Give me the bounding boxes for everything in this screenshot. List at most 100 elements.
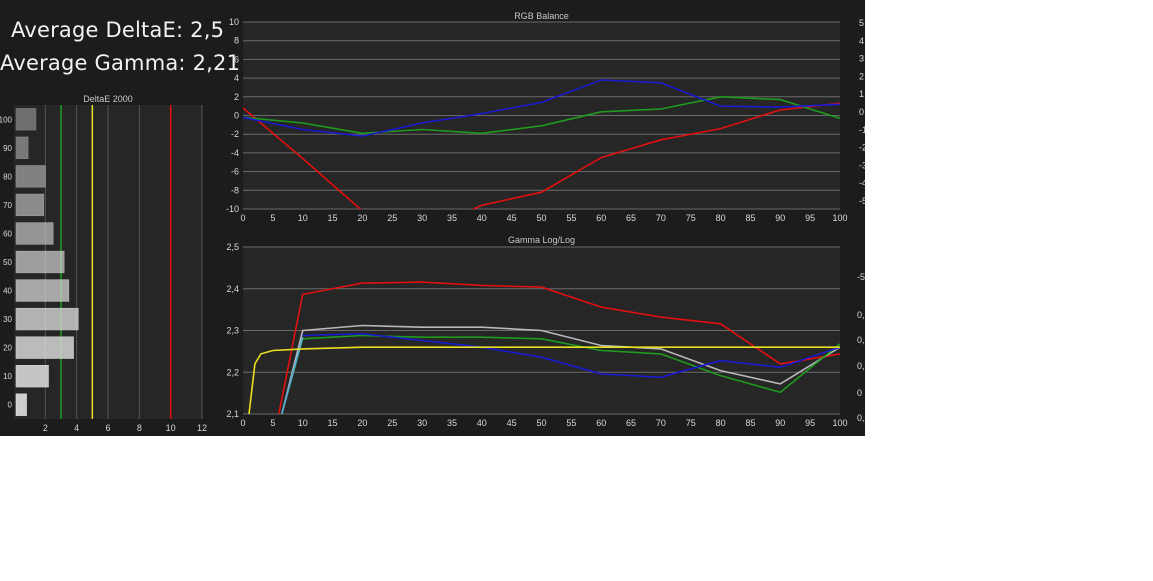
gamma-x-tick-label: 20 [357,418,367,428]
rgb-balance-x-tick-label: 15 [328,213,338,223]
gamma-x-tick-label: 10 [298,418,308,428]
gamma-series-green [281,334,840,414]
deltae-bar [15,365,49,388]
gamma-right-axis-label: -5 [857,272,865,282]
gamma-y-tick-label: 2,5 [226,242,239,252]
deltae-category-label: 20 [3,344,12,353]
deltae-bar [15,193,45,217]
gamma-series-gray [281,324,840,414]
rgb-right-axis-label: 2 [859,71,864,81]
deltae-bar [15,136,29,159]
rgb-right-axis-label: -4 [859,178,865,188]
rgb-balance-y-tick-label: -8 [231,185,239,195]
gamma-right-axis-label: 0 [857,388,862,398]
deltae-category-label: 80 [3,172,12,181]
deltae-x-tick-label: 12 [197,423,207,433]
rgb-balance-y-tick-label: -6 [231,167,239,177]
rgb-right-axis-label: -5 [859,196,865,206]
rgb-balance-x-tick-label: 80 [716,213,726,223]
rgb-balance-x-tick-label: 40 [477,213,487,223]
rgb-balance-x-tick-label: 25 [387,213,397,223]
gamma-x-tick-label: 15 [328,418,338,428]
rgb-right-axis-label: 0 [859,107,864,117]
gamma-x-tick-label: 40 [477,418,487,428]
rgb-balance-x-tick-label: 60 [596,213,606,223]
deltae-bar [15,108,37,131]
deltae-x-tick-label: 10 [166,423,176,433]
deltae-title: DeltaE 2000 [83,94,133,104]
rgb-right-axis-label: -3 [859,160,865,170]
gamma-right-axis-label: 0,2 [857,413,865,423]
deltae-category-label: 0 [8,401,13,410]
rgb-balance-x-tick-label: 10 [298,213,308,223]
rgb-balance-x-tick-label: 90 [775,213,785,223]
gamma-y-tick-label: 2,4 [226,284,239,294]
deltae-category-label: 60 [3,229,12,238]
rgb-balance-x-tick-label: 55 [566,213,576,223]
rgb-balance-title: RGB Balance [514,11,569,21]
gamma-right-axis-label: 0,3 [857,361,865,371]
rgb-balance-x-tick-label: 20 [357,213,367,223]
rgb-balance-x-tick-label: 30 [417,213,427,223]
gamma-x-tick-label: 75 [686,418,696,428]
rgb-balance-y-tick-label: 6 [234,54,239,64]
rgb-balance-y-tick-label: 2 [234,92,239,102]
rgb-balance-x-tick-label: 45 [507,213,517,223]
deltae-x-tick-label: 6 [105,423,110,433]
rgb-balance-x-tick-label: 100 [832,213,847,223]
deltae-x-tick-label: 4 [74,423,79,433]
gamma-x-tick-label: 0 [240,418,245,428]
gamma-x-tick-label: 60 [596,418,606,428]
gamma-x-tick-label: 45 [507,418,517,428]
rgb-balance-y-tick-label: -4 [231,148,239,158]
average-gamma-label: Average Gamma: 2,21 [0,51,241,75]
gamma-x-tick-label: 25 [387,418,397,428]
rgb-balance-y-tick-label: 10 [229,17,239,27]
gamma-x-tick-label: 30 [417,418,427,428]
deltae-x-tick-label: 2 [43,423,48,433]
gamma-y-tick-label: 2,1 [226,409,239,419]
deltae-x-tick-label: 8 [137,423,142,433]
rgb-balance-y-tick-label: 0 [234,111,239,121]
deltae-bar [15,336,74,359]
gamma-x-tick-label: 35 [447,418,457,428]
gamma-x-tick-label: 90 [775,418,785,428]
rgb-balance-x-tick-label: 95 [805,213,815,223]
deltae-category-label: 50 [3,258,12,267]
gamma-y-tick-label: 2,3 [226,326,239,336]
gamma-x-tick-label: 85 [745,418,755,428]
deltae-category-label: 90 [3,144,12,153]
average-deltae-label: Average DeltaE: 2,5 [11,18,225,42]
rgb-balance-x-tick-label: 5 [270,213,275,223]
rgb-balance-x-tick-label: 70 [656,213,666,223]
rgb-balance-y-tick-label: 8 [234,36,239,46]
rgb-right-axis-label: 5 [859,18,864,28]
rgb-balance-series-blue [243,79,840,137]
deltae-bar [15,222,54,245]
gamma-series-cyan [281,336,304,414]
deltae-bar [15,165,46,188]
deltae-category-label: 30 [3,315,12,324]
gamma-x-tick-label: 95 [805,418,815,428]
deltae-bar [15,279,70,302]
rgb-balance-y-tick-label: -10 [226,204,239,214]
rgb-balance-series-green [243,95,840,135]
rgb-balance-x-tick-label: 0 [240,213,245,223]
rgb-right-axis-label: 3 [859,54,864,64]
deltae-category-label: 10 [3,372,12,381]
gamma-x-tick-label: 55 [566,418,576,428]
rgb-balance-x-tick-label: 50 [536,213,546,223]
deltae-category-label: 100 [0,115,13,124]
deltae-category-label: 70 [3,201,12,210]
gamma-x-tick-label: 5 [270,418,275,428]
gamma-title: Gamma Log/Log [508,235,575,245]
gamma-x-tick-label: 70 [656,418,666,428]
gamma-right-axis-label: 0,1 [857,310,865,320]
rgb-right-axis-label: 4 [859,36,864,46]
gamma-right-axis-label: 0,5 [857,335,865,345]
deltae-bar [15,250,65,274]
rgb-right-axis-label: -1 [859,125,865,135]
gamma-series-yellow [248,346,840,414]
gamma-x-tick-label: 65 [626,418,636,428]
